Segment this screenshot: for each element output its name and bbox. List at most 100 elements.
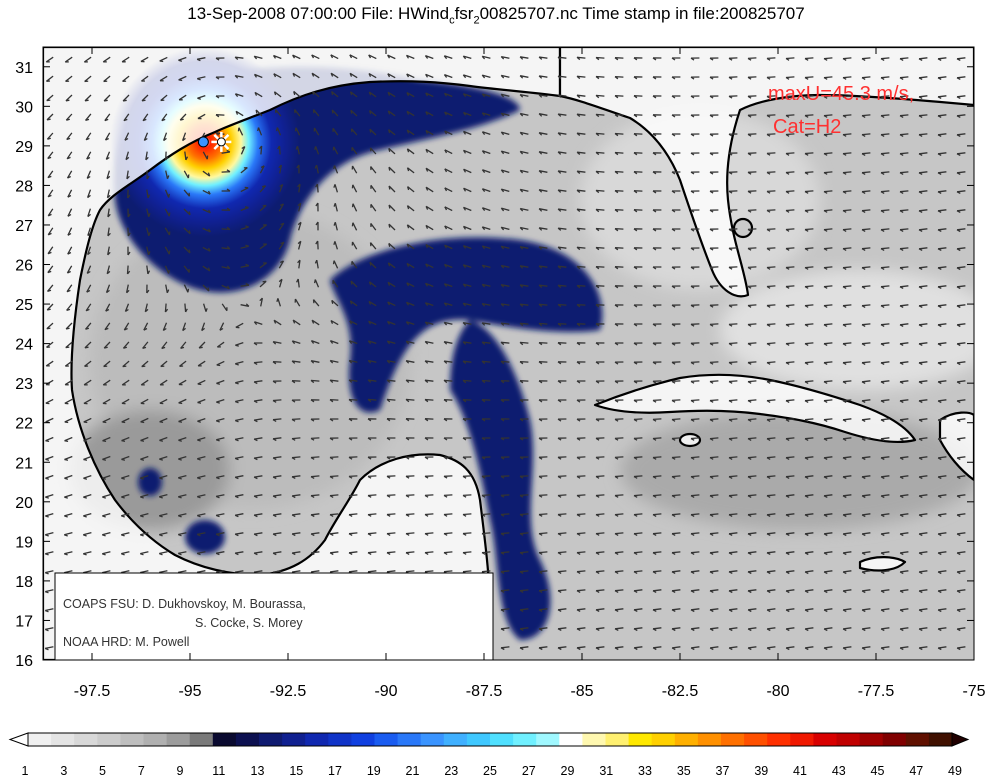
colorbar-label: 45: [871, 764, 885, 778]
wind-arrow: [880, 323, 890, 327]
wind-arrow: [842, 513, 852, 518]
wind-arrow: [937, 361, 947, 366]
wind-arrow: [216, 379, 225, 385]
wind-arrow: [314, 259, 319, 269]
wind-arrow: [165, 151, 169, 161]
wind-arrow: [103, 75, 111, 83]
wind-arrow: [351, 165, 358, 174]
wind-arrow: [709, 114, 719, 118]
wind-arrow: [120, 532, 130, 537]
wind-arrow: [766, 399, 776, 403]
wind-arrow: [310, 494, 320, 498]
colorbar-label: 27: [522, 764, 536, 778]
wind-arrow: [86, 151, 92, 160]
wind-arrow: [235, 341, 244, 347]
wind-arrow: [234, 399, 244, 404]
wind-arrow: [46, 322, 54, 330]
wind-arrow: [576, 56, 586, 61]
wind-arrow: [253, 551, 263, 556]
wind-arrow: [272, 437, 282, 442]
wind-arrow: [139, 512, 149, 518]
wind-arrow: [671, 171, 681, 175]
colorbar-label: 11: [212, 764, 225, 778]
wind-arrow: [87, 208, 92, 218]
colorbar-swatch: [120, 733, 144, 746]
wind-arrow: [709, 646, 719, 651]
wind-arrow: [956, 380, 966, 385]
wind-arrow: [614, 589, 624, 593]
wind-arrow: [178, 436, 187, 442]
wind-arrow: [462, 456, 472, 460]
colorbar-swatch: [51, 733, 75, 746]
wind-arrow: [956, 304, 966, 309]
wind-arrow: [595, 380, 605, 384]
wind-arrow: [332, 146, 339, 155]
wind-arrow: [44, 646, 54, 651]
wind-arrow: [519, 322, 529, 327]
wind-arrow: [823, 247, 833, 251]
wind-arrow: [690, 608, 700, 613]
plot-frame: [42, 46, 975, 661]
x-tick-label: -77.5: [858, 683, 895, 700]
wind-arrow: [46, 303, 54, 311]
wind-arrow: [595, 189, 605, 194]
wind-arrow: [728, 247, 738, 251]
wind-arrow: [500, 513, 510, 517]
wind-arrow: [101, 531, 111, 537]
wind-arrow: [823, 114, 833, 118]
wind-arrow: [406, 224, 415, 231]
wind-arrow: [747, 361, 757, 365]
wind-arrow: [329, 437, 339, 441]
wind-arrow: [576, 418, 586, 422]
wind-arrow: [576, 303, 586, 308]
wind-arrow: [462, 360, 472, 365]
wind-arrow: [899, 494, 909, 499]
wind-arrow: [633, 228, 643, 232]
wind-arrow: [633, 342, 643, 346]
wind-arrow: [369, 261, 377, 269]
wind-arrow: [823, 589, 833, 594]
wind-arrow: [160, 94, 168, 102]
wind-arrow: [65, 322, 73, 330]
wind-arrow: [880, 456, 890, 461]
wind-arrow: [557, 646, 567, 651]
wind-arrow: [122, 360, 130, 368]
wind-arrow: [351, 260, 358, 269]
wind-arrow: [500, 245, 510, 250]
wind-arrow: [312, 90, 320, 98]
wind-arrow: [576, 132, 586, 137]
wind-arrow: [861, 323, 871, 327]
wind-arrow: [880, 152, 890, 156]
wind-arrow: [46, 132, 54, 140]
wind-arrow: [500, 437, 510, 441]
wind-arrow: [595, 570, 605, 574]
wind-arrow: [405, 54, 415, 60]
wind-arrow: [272, 418, 282, 422]
wind-arrow: [937, 532, 947, 537]
wind-arrow: [297, 259, 301, 269]
wind-arrow: [576, 513, 586, 517]
wind-arrow: [804, 437, 814, 441]
wind-arrow: [899, 532, 909, 537]
wind-arrow: [275, 127, 282, 136]
wind-arrow: [64, 417, 73, 424]
wind-arrow: [443, 263, 453, 269]
wind-arrow: [406, 186, 415, 193]
wind-arrow: [315, 202, 319, 212]
y-tick-label: 22: [15, 416, 33, 433]
wind-arrow: [82, 551, 92, 556]
wind-arrow: [633, 76, 643, 80]
wind-arrow: [576, 361, 586, 365]
wind-arrow: [291, 340, 301, 345]
wind-arrow: [278, 278, 283, 288]
wind-arrow: [197, 379, 206, 386]
wind-arrow: [234, 93, 244, 98]
colorbar-swatch: [189, 733, 214, 746]
colorbar-label: 31: [599, 764, 613, 778]
wind-arrow: [690, 646, 700, 651]
wind-arrow: [253, 321, 263, 326]
wind-arrow: [259, 185, 267, 193]
wind-arrow: [747, 152, 757, 156]
wind-arrow: [804, 418, 814, 422]
wind-arrow: [158, 551, 168, 556]
